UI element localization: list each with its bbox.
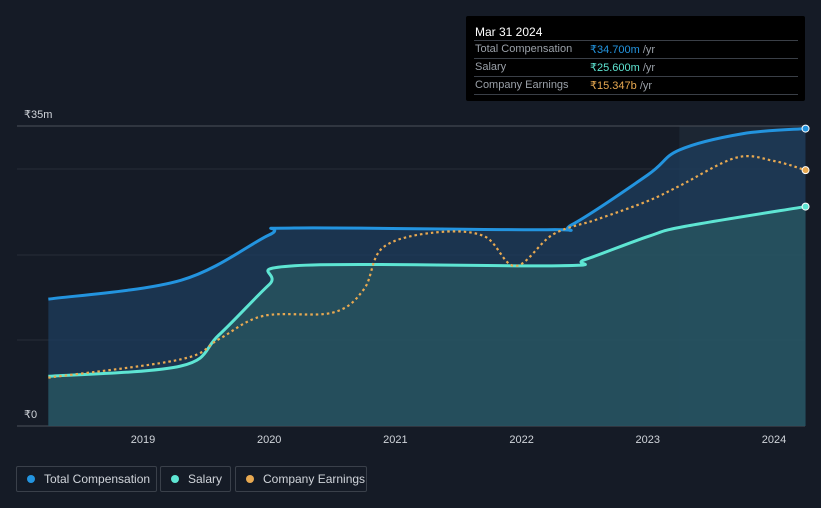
legend-total-compensation[interactable]: Total Compensation <box>16 466 157 492</box>
company-earnings-endpoint <box>801 166 810 175</box>
tooltip-value: ₹25.600m <box>590 62 640 74</box>
legend-dot-icon <box>246 475 254 483</box>
legend-label: Salary <box>188 472 223 486</box>
tooltip-row-total: Total Compensation ₹34.700m /yr <box>474 40 798 58</box>
y-tick-label-top: ₹35m <box>24 109 53 121</box>
tooltip-row-salary: Salary ₹25.600m /yr <box>474 58 798 76</box>
tooltip-label: Salary <box>475 61 507 73</box>
tooltip-unit: /yr <box>639 62 656 74</box>
x-tick-label: 2022 <box>509 434 533 446</box>
salary-area <box>48 206 806 426</box>
legend-company-earnings[interactable]: Company Earnings <box>235 466 367 492</box>
y-tick-label-bottom: ₹0 <box>24 409 38 421</box>
tooltip: Mar 31 2024 Total Compensation ₹34.700m … <box>466 16 805 101</box>
salary-endpoint <box>801 202 810 211</box>
legend-label: Company Earnings <box>263 472 366 486</box>
legend-dot-icon <box>171 475 179 483</box>
salary-line <box>48 205 806 378</box>
compensation-chart: 2019 2020 2021 2022 2023 2024 <box>17 124 810 446</box>
tooltip-date: Mar 31 2024 <box>475 25 543 39</box>
legend-salary[interactable]: Salary <box>160 466 231 492</box>
company-earnings-line <box>48 154 806 379</box>
tooltip-value: ₹34.700m <box>590 44 640 56</box>
tooltip-value: ₹15.347b <box>590 80 637 92</box>
tooltip-label: Company Earnings <box>475 79 569 91</box>
legend-label: Total Compensation <box>44 472 151 486</box>
x-tick-label: 2020 <box>257 434 281 446</box>
x-tick-label: 2021 <box>383 434 407 446</box>
tooltip-unit: /yr <box>639 44 656 56</box>
tooltip-unit: /yr <box>636 80 653 92</box>
total-compensation-line <box>48 127 806 301</box>
tooltip-row-earnings: Company Earnings ₹15.347b /yr <box>474 76 798 95</box>
total-compensation-endpoint <box>801 124 810 133</box>
tooltip-label: Total Compensation <box>475 43 573 55</box>
x-tick-label: 2024 <box>762 434 786 446</box>
x-tick-label: 2023 <box>636 434 660 446</box>
legend-dot-icon <box>27 475 35 483</box>
x-tick-label: 2019 <box>131 434 155 446</box>
